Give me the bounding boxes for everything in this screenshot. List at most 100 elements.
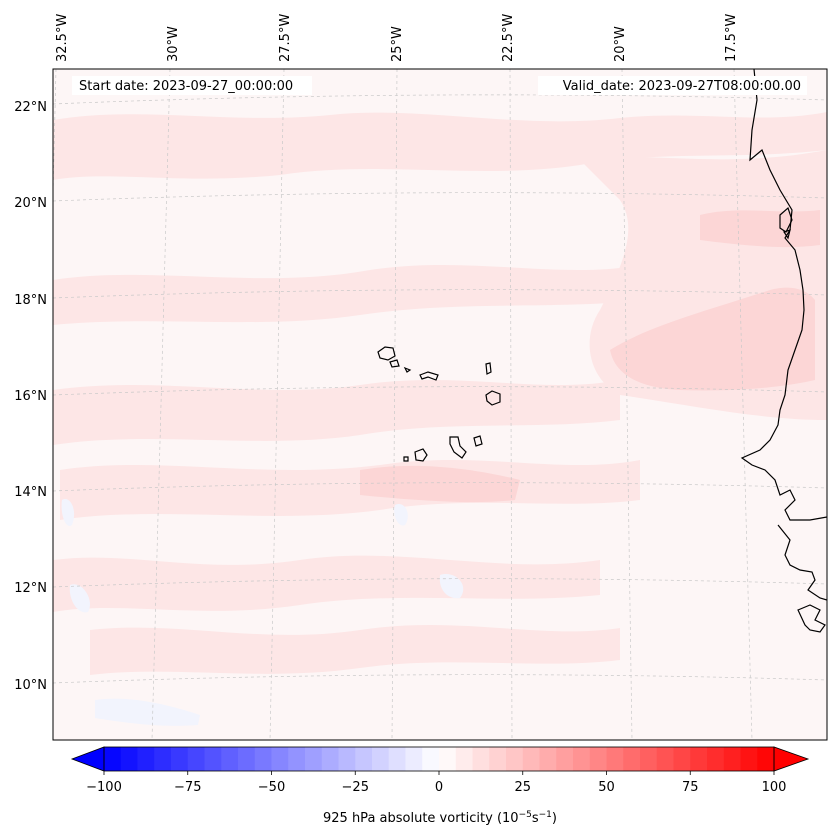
africa-coastline: [777, 524, 827, 601]
island-sal: [485, 362, 492, 375]
colorbar-segment: [506, 747, 524, 771]
colorbar-segment: [338, 747, 356, 771]
island-maio: [473, 435, 483, 447]
colorbar-segment: [405, 747, 423, 771]
colorbar-tick-label: −100: [86, 780, 122, 795]
colorbar-segment: [606, 747, 624, 771]
lat-label: 20°N: [14, 196, 47, 211]
colorbar-segment: [556, 747, 574, 771]
colorbar-label-main: 925 hPa absolute vorticity (10: [323, 811, 519, 826]
island-outline: [783, 229, 791, 240]
parallel-line: [53, 386, 827, 396]
parallel-line: [53, 674, 827, 684]
colorbar-tick-label: −75: [174, 780, 201, 795]
colorbar-segment: [221, 747, 239, 771]
colorbar-segments: [104, 747, 775, 771]
meridian-line: [733, 69, 753, 740]
colorbar-segment: [104, 747, 122, 771]
colorbar-segment: [321, 747, 340, 771]
colorbar-segment: [723, 747, 742, 771]
island-santa-luzia: [403, 366, 412, 373]
vorticity-contours-negative: [61, 499, 464, 726]
lon-label: 17.5°W: [724, 14, 739, 62]
meridian-line: [151, 69, 171, 740]
lat-label: 12°N: [14, 581, 47, 596]
lon-label: 30°W: [166, 26, 181, 62]
colorbar-segment: [120, 747, 139, 771]
lat-label: 18°N: [14, 293, 47, 308]
colorbar-segment: [171, 747, 189, 771]
colorbar-tick-label: 75: [682, 780, 699, 795]
graticule: [53, 69, 827, 740]
coastline: [740, 69, 827, 633]
colorbar-segment: [271, 747, 289, 771]
colorbar-segment: [355, 747, 373, 771]
colorbar-segment: [690, 747, 708, 771]
map-frame: [52, 68, 828, 741]
cape-verde-islands: [377, 346, 501, 462]
meridian-line: [509, 69, 513, 740]
colorbar-tick-label: 25: [514, 780, 531, 795]
africa-coastline: [740, 69, 827, 521]
valid-date-tag-bg: [538, 76, 807, 95]
lat-label: 16°N: [14, 389, 47, 404]
longitude-labels: 32.5°W 30°W 27.5°W 25°W 22.5°W 20°W 17.5…: [55, 14, 739, 62]
parallel-line: [53, 94, 827, 105]
latitude-labels: 22°N 20°N 18°N 16°N 14°N 12°N 10°N: [14, 100, 47, 693]
island-outline: [779, 206, 793, 233]
colorbar-segment: [539, 747, 557, 771]
colorbar: −100 −75 −50 −25 0 25 50 75 100 925 hPa absolute…: [70, 746, 810, 826]
colorbar-segment: [238, 747, 256, 771]
colorbar-label-mid: s: [532, 811, 539, 826]
colorbar-segment: [522, 747, 541, 771]
lon-label: 27.5°W: [278, 14, 293, 62]
parallel-line: [53, 192, 827, 202]
colorbar-segment: [305, 747, 323, 771]
colorbar-label: 925 hPa absolute vorticity (10−5s−1): [323, 810, 557, 826]
island-sao-vicente: [389, 359, 400, 368]
colorbar-ticks: −100 −75 −50 −25 0 25 50 75 100: [86, 771, 786, 795]
colorbar-segment: [388, 747, 407, 771]
island-sao-nicolau: [419, 371, 439, 381]
colorbar-segment: [472, 747, 490, 771]
lon-label: 25°W: [390, 26, 405, 62]
valid-date-tag: Valid_date: 2023-09-27T08:00:00.00: [563, 79, 801, 94]
map-plot-area: Start date: 2023-09-27_00:00:00 Valid_da…: [53, 69, 827, 740]
colorbar-segment: [439, 747, 457, 771]
colorbar-segment: [137, 747, 155, 771]
island-santiago: [449, 436, 467, 459]
colorbar-segment: [187, 747, 206, 771]
colorbar-segment: [154, 747, 172, 771]
lat-label: 10°N: [14, 678, 47, 693]
colorbar-tick-label: −50: [258, 780, 285, 795]
colorbar-label-exp2: −1: [539, 810, 552, 820]
colorbar-segment: [254, 747, 273, 771]
island-brava: [403, 456, 409, 462]
lat-label: 14°N: [14, 485, 47, 500]
colorbar-tick-label: 50: [598, 780, 615, 795]
colorbar-segment: [455, 747, 474, 771]
colorbar-segment: [589, 747, 608, 771]
colorbar-segment: [640, 747, 658, 771]
colorbar-segment: [656, 747, 675, 771]
colorbar-tick-label: 0: [435, 780, 443, 795]
colorbar-segment: [673, 747, 691, 771]
colorbar-segment: [623, 747, 641, 771]
meridian-line: [621, 69, 633, 740]
lon-label: 22.5°W: [501, 14, 516, 62]
colorbar-segment: [707, 747, 725, 771]
lat-label: 22°N: [14, 100, 47, 115]
colorbar-tick-label: −25: [342, 780, 369, 795]
colorbar-segment: [573, 747, 591, 771]
colorbar-segment: [740, 747, 758, 771]
colorbar-segment: [204, 747, 222, 771]
island-boa-vista: [485, 390, 501, 406]
start-date-tag-bg: [72, 76, 312, 95]
colorbar-label-exp1: −5: [519, 810, 532, 820]
africa-coastline: [797, 604, 826, 633]
colorbar-segment: [422, 747, 440, 771]
parallel-line: [53, 578, 827, 588]
parallel-line: [53, 289, 827, 299]
colorbar-min-extension: [70, 746, 105, 772]
colorbar-segment: [372, 747, 390, 771]
